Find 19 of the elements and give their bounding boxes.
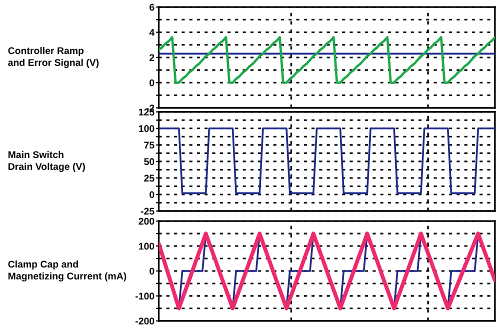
y-axis-title: Main Switch Drain Voltage (V)	[8, 150, 85, 172]
y-tick-label: -200	[136, 318, 154, 324]
line-series	[158, 36, 495, 84]
y-tick-label: 100	[138, 125, 154, 132]
y-tick-label: -25	[140, 208, 154, 215]
y-tick-label: 6	[150, 4, 154, 11]
y-tick-label: 0	[150, 79, 154, 86]
y-tick-label: 100	[138, 242, 154, 250]
y-tick-label: 200	[138, 218, 154, 225]
y-tick-label: 0	[150, 268, 154, 275]
y-tick-label: -100	[136, 292, 154, 300]
y-tick-label: 25	[144, 174, 154, 182]
y-axis-title: Clamp Cap and Magnetizing Current (mA)	[8, 260, 126, 282]
y-tick-label: 75	[144, 142, 154, 149]
y-axis-title: Controller Ramp and Error Signal (V)	[8, 46, 99, 68]
y-tick-label: 2	[150, 54, 154, 61]
y-tick-label: 0	[150, 191, 154, 198]
y-tick-label: 4	[149, 29, 155, 36]
y-tick-label: 50	[144, 158, 154, 166]
